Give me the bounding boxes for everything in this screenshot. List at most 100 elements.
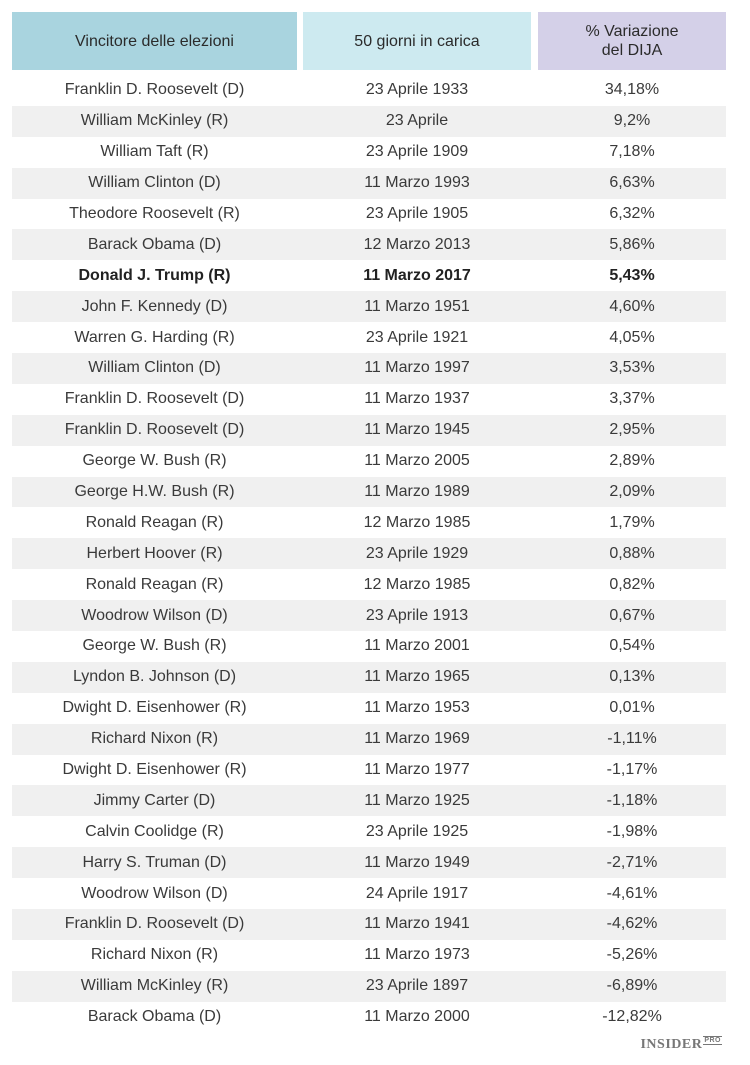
cell-winner: William Clinton (D) [88,174,221,192]
cell-date: 11 Marzo 1969 [364,730,470,748]
table-row: Ronald Reagan (R) 12 Marzo 1985 1,79% [12,507,726,538]
cell-winner: John F. Kennedy (D) [81,297,228,315]
cell-winner: Ronald Reagan (R) [85,575,224,593]
cell-winner: Calvin Coolidge (R) [85,822,224,840]
cell-date: 23 Aprile [385,112,449,130]
table-row: William McKinley (R) 23 Aprile 9,2% [12,105,726,137]
table-row: Theodore Roosevelt (R) 23 Aprile 1905 6,32… [12,199,726,230]
cell-date: 23 Aprile 1921 [365,328,469,346]
table-row: Harry S. Truman (D) 11 Marzo 1949 -2,71% [12,847,726,879]
cell-date: 11 Marzo 1945 [364,421,470,439]
cell-dija-change: 5,86% [609,235,655,253]
cell-date: 12 Marzo 1985 [363,513,471,531]
cell-date: 23 Aprile 1909 [365,143,469,161]
cell-date: 23 Aprile 1913 [365,606,469,624]
cell-dija-change: 4,60% [609,297,655,315]
table-row: Franklin D. Roosevelt (D) 23 Aprile 1933 3… [12,75,726,106]
cell-winner: Dwight D. Eisenhower (R) [62,761,247,779]
cell-date: 11 Marzo 1973 [364,946,470,964]
cell-dija-change: 0,01% [609,699,655,717]
cell-dija-change: 0,13% [609,668,655,686]
table-row: Woodrow Wilson (D) 23 Aprile 1913 0,67% [12,600,726,632]
table-row: Franklin D. Roosevelt (D) 11 Marzo 1937 3,… [12,384,726,415]
cell-dija-change: 7,18% [609,143,655,161]
cell-dija-change: 3,53% [609,359,655,377]
cell-date: 11 Marzo 1953 [364,699,470,717]
table-row: William Clinton (D) 11 Marzo 1993 6,63% [12,167,726,199]
logo-name: INSIDER [640,1037,703,1052]
cell-date: 11 Marzo 1941 [364,915,470,933]
cell-dija-change: -1,18% [606,791,658,809]
cell-date: 11 Marzo 1951 [364,297,470,315]
cell-winner: Richard Nixon (R) [90,946,219,964]
table-row: Jimmy Carter (D) 11 Marzo 1925 -1,18% [12,785,726,817]
cell-dija-change: 0,67% [609,606,655,624]
cell-date: 11 Marzo 1993 [364,174,470,192]
cell-dija-change: 1,79% [609,513,655,531]
cell-winner: Woodrow Wilson (D) [81,884,228,902]
cell-winner: Warren G. Harding (R) [74,328,235,346]
table-row: John F. Kennedy (D) 11 Marzo 1951 4,60% [12,291,726,323]
cell-winner: Franklin D. Roosevelt (D) [64,421,245,439]
cell-winner: William McKinley (R) [80,977,229,995]
table-row: Franklin D. Roosevelt (D) 11 Marzo 1941 -4… [12,909,726,940]
cell-date: 11 Marzo 1965 [364,668,470,686]
cell-winner: Woodrow Wilson (D) [81,606,228,624]
header-winner: Vincitore delle elezioni [12,12,297,70]
cell-winner: Franklin D. Roosevelt (D) [64,915,245,933]
cell-dija-change: -6,89% [606,977,658,995]
cell-dija-change: 5,43% [609,266,655,284]
cell-dija-change: -4,62% [606,915,658,933]
cell-dija-change: 0,54% [609,637,655,655]
insider-pro-logo: INSIDER PRO [640,1036,722,1053]
cell-winner: William Taft (R) [100,143,209,161]
cell-dija-change: -1,11% [607,730,657,748]
table-row: George W. Bush (R) 11 Marzo 2005 2,89% [12,446,726,477]
cell-date: 23 Aprile 1925 [365,822,469,840]
cell-dija-change: 2,89% [609,452,655,470]
results-table: Vincitore delle elezioni 50 giorni in ca… [12,12,726,1033]
cell-dija-change: 4,05% [609,328,655,346]
table-row: William McKinley (R) 23 Aprile 1897 -6,89% [12,970,726,1002]
cell-dija-change: -12,82% [602,1008,662,1026]
table-row: Barack Obama (D) 12 Marzo 2013 5,86% [12,229,726,261]
cell-dija-change: 3,37% [609,390,655,408]
header-dija-change: % Variazione del DIJA [538,12,726,70]
cell-dija-change: 2,09% [609,483,655,501]
cell-winner: Franklin D. Roosevelt (D) [64,390,245,408]
cell-winner: George W. Bush (R) [82,452,227,470]
cell-date: 11 Marzo 1989 [364,483,470,501]
cell-date: 23 Aprile 1929 [365,544,469,562]
cell-dija-change: 2,95% [609,421,655,439]
cell-winner: Theodore Roosevelt (R) [69,205,240,222]
cell-winner: Dwight D. Eisenhower (R) [62,699,247,717]
cell-winner: Donald J. Trump (R) [78,266,231,284]
cell-date: 11 Marzo 2001 [364,637,470,655]
logo-suffix: PRO [703,1036,722,1046]
table-row: Richard Nixon (R) 11 Marzo 1973 -5,26% [12,940,726,971]
cell-date: 11 Marzo 2000 [364,1008,470,1026]
cell-dija-change: -2,71% [606,853,658,871]
cell-date: 12 Marzo 1985 [363,575,471,593]
table-row: Woodrow Wilson (D) 24 Aprile 1917 -4,61% [12,878,726,909]
table-row: Donald J. Trump (R) 11 Marzo 2017 5,43% [12,260,726,291]
cell-dija-change: 0,88% [609,544,655,562]
cell-dija-change: -1,17% [606,761,658,779]
table-row: George H.W. Bush (R) 11 Marzo 1989 2,09% [12,476,726,508]
table-row: Franklin D. Roosevelt (D) 11 Marzo 1945 2,… [12,414,726,446]
cell-date: 24 Aprile 1917 [365,884,469,902]
cell-winner: Barack Obama (D) [87,1008,222,1026]
cell-date: 23 Aprile 1897 [365,977,469,995]
table-row: William Taft (R) 23 Aprile 1909 7,18% [12,137,726,168]
cell-date: 11 Marzo 2005 [364,452,470,470]
cell-winner: Harry S. Truman (D) [82,853,227,871]
table-row: Ronald Reagan (R) 12 Marzo 1985 0,82% [12,569,726,600]
table-row: Dwight D. Eisenhower (R) 11 Marzo 1977 -1,… [12,755,726,786]
cell-winner: Barack Obama (D) [87,235,222,253]
cell-winner: Franklin D. Roosevelt (D) [64,81,245,99]
table-row: Lyndon B. Johnson (D) 11 Marzo 1965 0,13% [12,661,726,693]
cell-dija-change: 6,32% [609,205,655,222]
cell-winner: Richard Nixon (R) [90,730,219,748]
table-row: George W. Bush (R) 11 Marzo 2001 0,54% [12,631,726,662]
cell-winner: George W. Bush (R) [82,637,227,655]
